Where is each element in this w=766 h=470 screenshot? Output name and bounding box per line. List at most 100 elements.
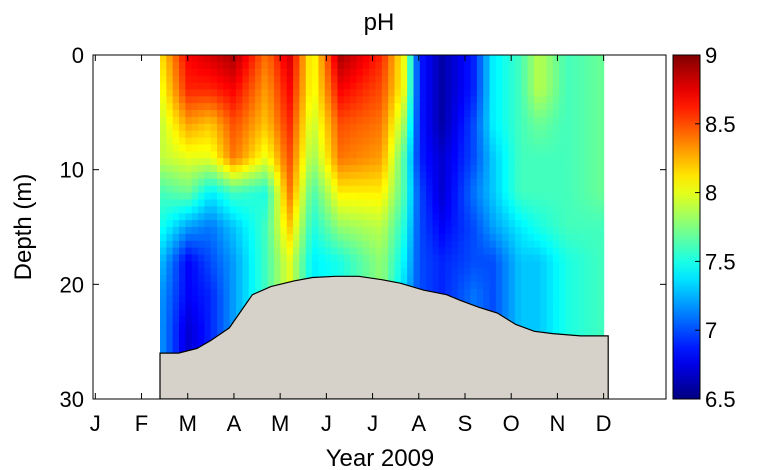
heatmap-cell bbox=[489, 220, 497, 228]
heatmap-cell bbox=[546, 323, 554, 331]
heatmap-cell bbox=[597, 110, 605, 118]
heatmap-cell bbox=[590, 302, 598, 311]
heatmap-cell bbox=[521, 213, 529, 221]
heatmap-cell bbox=[571, 61, 579, 70]
heatmap-cell bbox=[204, 123, 212, 132]
heatmap-cell bbox=[179, 275, 186, 283]
heatmap-cell bbox=[217, 268, 224, 276]
heatmap-cell bbox=[223, 295, 231, 304]
heatmap-cell bbox=[571, 288, 579, 297]
heatmap-cell bbox=[388, 103, 396, 111]
heatmap-cell bbox=[172, 144, 180, 152]
heatmap-cell bbox=[413, 137, 421, 146]
heatmap-cell bbox=[179, 316, 186, 324]
heatmap-cell bbox=[191, 123, 199, 132]
heatmap-cell bbox=[185, 254, 193, 262]
heatmap-cell bbox=[312, 213, 320, 221]
heatmap-cell bbox=[350, 116, 358, 125]
heatmap-cell bbox=[590, 103, 598, 111]
heatmap-cell bbox=[293, 116, 301, 125]
heatmap-cell bbox=[483, 116, 491, 125]
heatmap-cell bbox=[337, 247, 345, 256]
heatmap-cell bbox=[293, 68, 301, 77]
heatmap-cell bbox=[495, 268, 503, 276]
heatmap-cell bbox=[261, 185, 269, 194]
heatmap-cell bbox=[388, 206, 396, 214]
heatmap-cell bbox=[343, 137, 351, 146]
heatmap-cell bbox=[210, 185, 218, 194]
heatmap-cell bbox=[565, 171, 573, 180]
heatmap-cell bbox=[160, 123, 167, 132]
heatmap-cell bbox=[407, 68, 415, 77]
colorbar-tick-label: 9 bbox=[705, 43, 717, 68]
heatmap-cell bbox=[521, 171, 529, 180]
heatmap-cell bbox=[470, 240, 478, 249]
heatmap-cell bbox=[305, 116, 313, 125]
heatmap-cell bbox=[191, 282, 199, 290]
heatmap-cell bbox=[426, 171, 434, 180]
heatmap-cell bbox=[312, 220, 320, 228]
heatmap-cell bbox=[597, 96, 605, 104]
heatmap-cell bbox=[191, 89, 199, 97]
heatmap-cell bbox=[584, 178, 592, 187]
heatmap-cell bbox=[160, 137, 167, 146]
heatmap-cell bbox=[514, 144, 522, 152]
heatmap-cell bbox=[400, 171, 408, 180]
heatmap-cell bbox=[597, 130, 605, 139]
heatmap-cell bbox=[438, 68, 446, 77]
heatmap-cell bbox=[248, 206, 256, 214]
heatmap-cell bbox=[464, 254, 472, 262]
heatmap-cell bbox=[597, 123, 605, 132]
heatmap-cell bbox=[483, 171, 491, 180]
heatmap-cell bbox=[362, 254, 370, 262]
heatmap-cell bbox=[198, 137, 205, 146]
heatmap-cell bbox=[356, 261, 364, 269]
heatmap-cell bbox=[229, 282, 237, 290]
heatmap-cell bbox=[198, 337, 205, 345]
heatmap-cell bbox=[419, 275, 427, 283]
heatmap-cell bbox=[565, 220, 573, 228]
heatmap-cell bbox=[179, 288, 186, 297]
heatmap-cell bbox=[198, 158, 205, 166]
heatmap-cell bbox=[242, 144, 250, 152]
heatmap-cell bbox=[255, 213, 262, 221]
heatmap-cell bbox=[286, 75, 294, 84]
heatmap-cell bbox=[337, 268, 345, 276]
heatmap-cell bbox=[185, 89, 193, 97]
heatmap-cell bbox=[172, 199, 180, 207]
heatmap-cell bbox=[166, 309, 174, 318]
heatmap-cell bbox=[565, 288, 573, 297]
heatmap-cell bbox=[578, 220, 586, 228]
heatmap-cell bbox=[381, 165, 389, 173]
heatmap-cell bbox=[470, 68, 478, 77]
heatmap-cell bbox=[495, 261, 503, 269]
heatmap-cell bbox=[369, 199, 377, 207]
heatmap-cell bbox=[527, 165, 535, 173]
heatmap-cell bbox=[445, 254, 453, 262]
heatmap-cell bbox=[476, 268, 484, 276]
heatmap-cell bbox=[305, 103, 313, 111]
heatmap-cell bbox=[559, 302, 567, 311]
heatmap-cell bbox=[331, 192, 339, 201]
heatmap-cell bbox=[584, 254, 592, 262]
heatmap-cell bbox=[217, 110, 224, 118]
heatmap-cell bbox=[470, 261, 478, 269]
heatmap-cell bbox=[559, 151, 567, 159]
heatmap-cell bbox=[590, 254, 598, 262]
heatmap-cell bbox=[483, 123, 491, 132]
heatmap-cell bbox=[521, 151, 529, 159]
heatmap-cell bbox=[521, 206, 529, 214]
heatmap-cell bbox=[457, 275, 465, 283]
heatmap-cell bbox=[559, 323, 567, 331]
heatmap-cell bbox=[438, 192, 446, 201]
heatmap-cell bbox=[198, 233, 205, 242]
heatmap-cell bbox=[337, 220, 345, 228]
heatmap-cell bbox=[362, 82, 370, 90]
heatmap-cell bbox=[331, 233, 339, 242]
heatmap-cell bbox=[172, 309, 180, 318]
heatmap-cell bbox=[179, 61, 186, 70]
heatmap-cell bbox=[438, 254, 446, 262]
heatmap-cell bbox=[426, 192, 434, 201]
heatmap-cell bbox=[293, 165, 301, 173]
